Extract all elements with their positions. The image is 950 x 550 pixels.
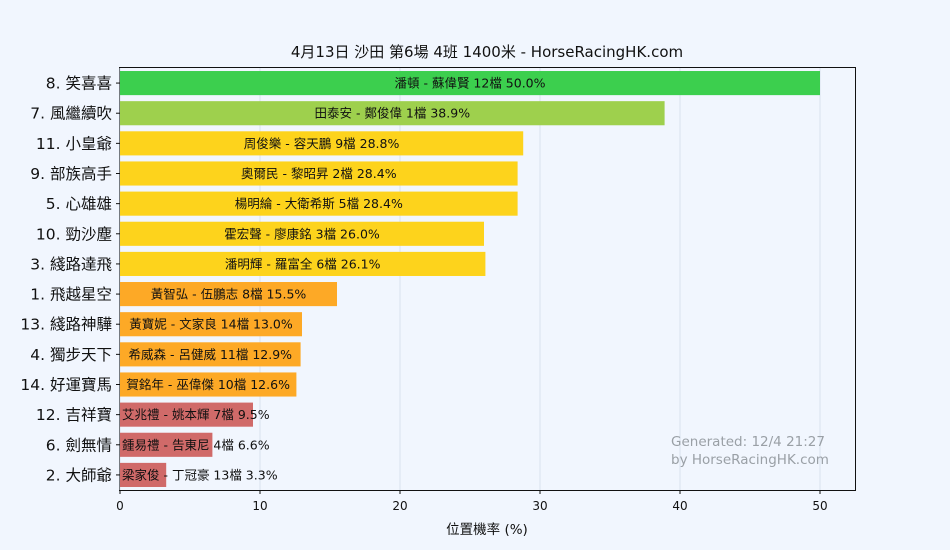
y-tick-label: 7. 風繼續吹 <box>30 105 112 123</box>
x-tick-label: 10 <box>252 499 267 513</box>
bar <box>120 251 486 276</box>
bar-data-label: 霍宏聲 - 廖康銘 3檔 26.0% <box>224 226 380 241</box>
x-tick-label: 30 <box>532 499 547 513</box>
bar-data-label: 楊明綸 - 大衛希斯 5檔 28.4% <box>235 196 403 211</box>
plot-area <box>119 67 856 491</box>
watermark-site: by HorseRacingHK.com <box>671 452 829 468</box>
x-tick-label: 0 <box>116 499 124 513</box>
bar <box>120 101 665 126</box>
bar-data-label: 賀銘年 - 巫偉傑 10檔 12.6% <box>126 377 290 392</box>
y-tick-label: 14. 好運寶馬 <box>20 375 112 394</box>
y-tick-label: 8. 笑喜喜 <box>46 75 112 93</box>
y-tick-label: 12. 吉祥寶 <box>36 405 112 424</box>
bar <box>120 462 167 487</box>
y-tick-label: 1. 飛越星空 <box>30 286 112 304</box>
bar <box>120 71 820 96</box>
y-tick-label: 13. 綫路神驊 <box>20 316 112 334</box>
bar-data-label: 奧爾民 - 黎昭昇 2檔 28.4% <box>241 166 397 181</box>
chart-title: 4月13日 沙田 第6場 4班 1400米 - HorseRacingHK.co… <box>291 43 683 61</box>
bar <box>120 372 297 397</box>
x-axis-ticks: 0 10 20 30 40 50 <box>116 490 828 513</box>
x-tick-label: 50 <box>812 499 827 513</box>
bar-data-label: 潘明輝 - 羅富全 6檔 26.1% <box>225 256 381 271</box>
bar-data-label: 田泰安 - 鄭俊偉 1檔 38.9% <box>315 106 471 121</box>
bar-data-label: 希威森 - 呂健威 11檔 12.9% <box>129 347 293 362</box>
bar-data-label: 艾兆禮 - 姚本輝 7檔 9.5% <box>122 407 270 422</box>
bar <box>120 342 301 367</box>
y-tick-label: 5. 心雄雄 <box>46 195 112 213</box>
y-tick-label: 6. 劍無情 <box>46 436 112 454</box>
bar <box>120 282 337 307</box>
y-tick-label: 3. 綫路達飛 <box>30 255 112 273</box>
bar <box>120 131 524 156</box>
watermark-generated: Generated: 12/4 21:27 <box>671 434 825 450</box>
y-tick-label: 10. 勁沙塵 <box>36 225 112 243</box>
y-tick-label: 11. 小皇爺 <box>36 135 112 153</box>
bar-data-label: 潘頓 - 蘇偉賢 12檔 50.0% <box>394 76 545 91</box>
bars <box>120 71 820 487</box>
x-tick-label: 20 <box>392 499 407 513</box>
bar-data-label: 鍾易禮 - 告東尼 4檔 6.6% <box>122 437 270 452</box>
bar-data-label: 黃寶妮 - 文家良 14檔 13.0% <box>129 317 293 332</box>
bar <box>120 312 302 337</box>
bar <box>120 221 484 246</box>
bar <box>120 191 518 216</box>
y-tick-label: 4. 獨步天下 <box>30 346 112 364</box>
bar <box>120 432 213 457</box>
y-tick-label: 9. 部族高手 <box>30 165 112 183</box>
x-tick-label: 40 <box>672 499 687 513</box>
x-axis-label: 位置機率 (%) <box>446 521 528 538</box>
bar-data-label: 黃智弘 - 伍鵬志 8檔 15.5% <box>151 287 307 302</box>
y-axis-ticks: 8. 笑喜喜 7. 風繼續吹 11. 小皇爺 9. 部族高手 5. 心雄雄 10. 勁沙塵… <box>20 75 120 484</box>
y-tick-label: 2. 大師爺 <box>46 466 112 484</box>
bar-data-label: 周俊樂 - 容天鵬 9檔 28.8% <box>244 136 400 151</box>
bar-labels: 潘頓 - 蘇偉賢 12檔 50.0% 田泰安 - 鄭俊偉 1檔 38.9% 周俊樂 … <box>122 76 546 483</box>
bar <box>120 161 518 186</box>
bar <box>120 402 253 427</box>
bar-data-label: 梁家俊 - 丁冠豪 13檔 3.3% <box>122 467 278 482</box>
